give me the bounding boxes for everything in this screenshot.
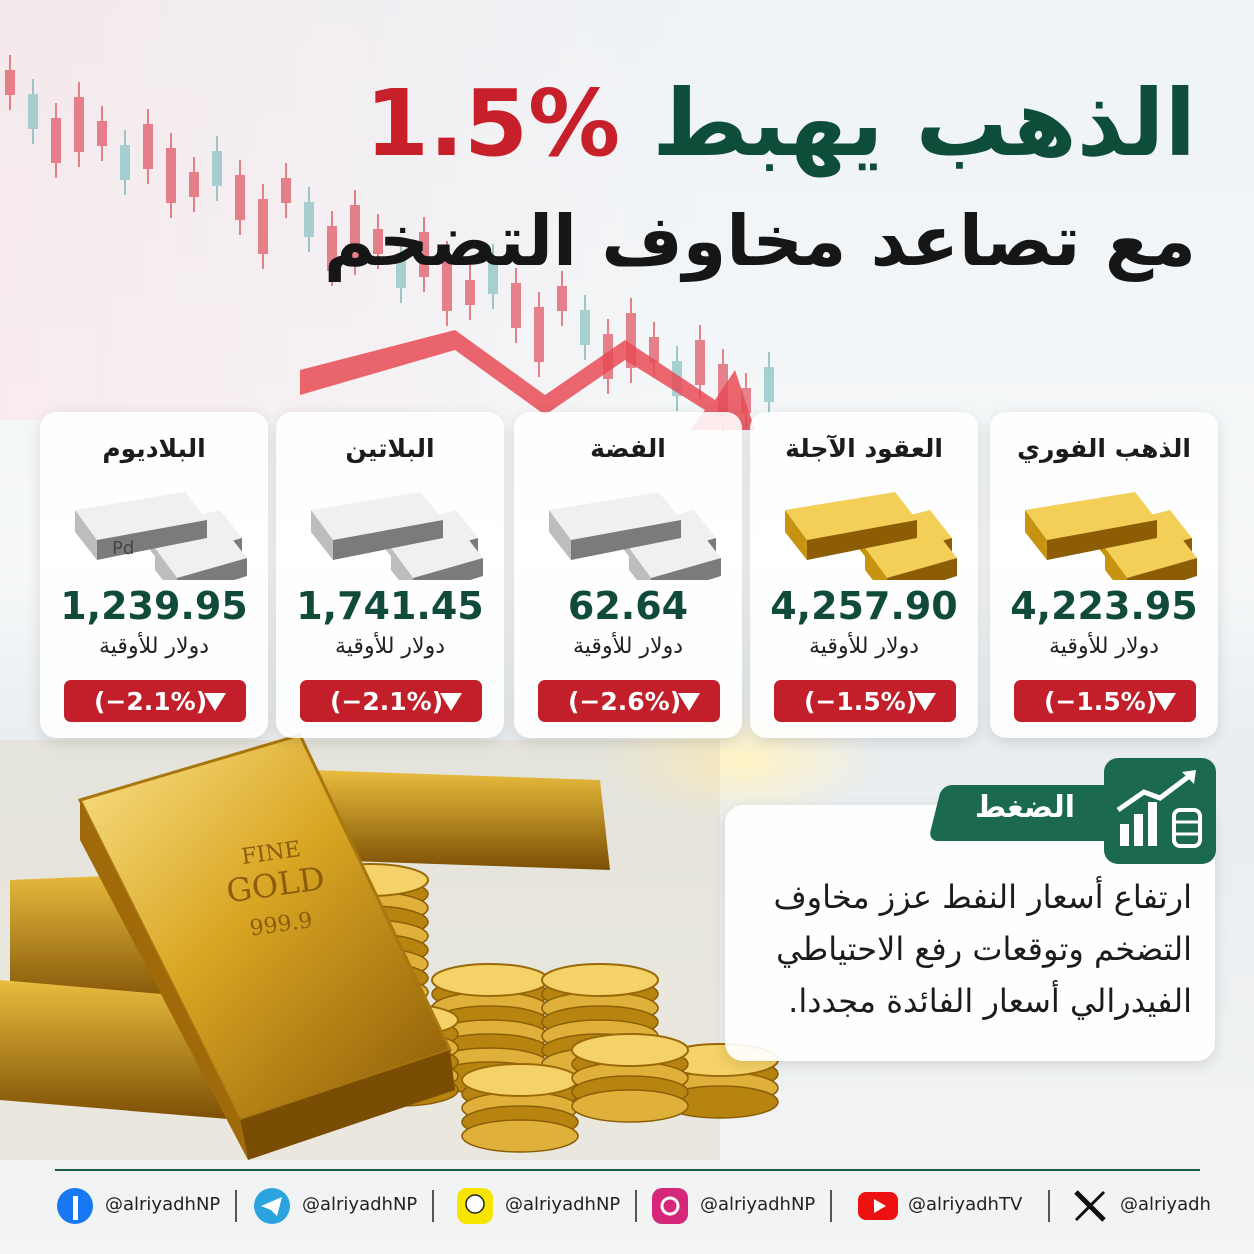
social-icon bbox=[457, 1188, 493, 1224]
unit: دولار للأوقية bbox=[335, 634, 445, 659]
down-arrow bbox=[678, 693, 700, 711]
price-card: البلاديوم Pd 1,239.95 دولار للأوقية (−2.1%) bbox=[40, 412, 268, 738]
unit: دولار للأوقية bbox=[573, 634, 683, 659]
divider bbox=[830, 1190, 832, 1222]
social-handle: @alriyadhNP bbox=[105, 1194, 221, 1215]
metal-bars bbox=[785, 492, 957, 580]
social-icon bbox=[254, 1188, 290, 1224]
price: 1,239.95 bbox=[60, 584, 248, 628]
price-card: البلاتين 1,741.45 دولار للأوقية (−2.1%) bbox=[276, 412, 504, 738]
headline: الذهب يهبط 1.5% bbox=[365, 70, 1196, 180]
card-title: البلاديوم bbox=[102, 434, 206, 463]
metal-bars bbox=[549, 492, 721, 580]
pressure-line: ارتفاع أسعار النفط عزز مخاوف bbox=[773, 878, 1192, 916]
change-value: (−1.5%) bbox=[804, 687, 918, 716]
headline-figure: 1.5% bbox=[365, 70, 621, 177]
divider bbox=[235, 1190, 237, 1222]
unit: دولار للأوقية bbox=[99, 634, 209, 659]
social-handle: @alriyadhNP bbox=[505, 1194, 621, 1215]
down-arrow bbox=[1154, 693, 1176, 711]
divider bbox=[1048, 1190, 1050, 1222]
headline-text: الذهب يهبط bbox=[652, 70, 1196, 177]
down-arrow bbox=[204, 693, 226, 711]
down-arrow bbox=[440, 693, 462, 711]
price: 4,223.95 bbox=[1010, 584, 1198, 628]
social-item: @alriyadhTV bbox=[858, 1186, 1050, 1226]
metal-bars: Pd bbox=[75, 492, 247, 580]
price: 4,257.90 bbox=[770, 584, 958, 628]
social-item: @alriyadhNP bbox=[55, 1186, 237, 1226]
pressure-line: التضخم وتوقعات رفع الاحتياطي bbox=[776, 930, 1192, 968]
card-title: العقود الآجلة bbox=[785, 434, 943, 463]
divider bbox=[432, 1190, 434, 1222]
change-badge: (−2.1%) bbox=[64, 680, 246, 722]
change-badge: (−1.5%) bbox=[1014, 680, 1196, 722]
change-badge: (−2.1%) bbox=[300, 680, 482, 722]
change-value: (−2.1%) bbox=[94, 687, 208, 716]
bar-label: Pd bbox=[112, 538, 134, 559]
card-title: الذهب الفوري bbox=[1017, 434, 1191, 463]
price: 1,741.45 bbox=[296, 584, 484, 628]
social-item: @alriyadhNP bbox=[252, 1186, 434, 1226]
price: 62.64 bbox=[567, 584, 689, 628]
unit: دولار للأوقية bbox=[1049, 634, 1159, 659]
price-card: العقود الآجلة 4,257.90 دولار للأوقية (−1.5%… bbox=[750, 412, 978, 738]
change-value: (−2.1%) bbox=[330, 687, 444, 716]
social-item: @alriyadhNP bbox=[455, 1186, 637, 1226]
metal-bars bbox=[1025, 492, 1197, 580]
change-value: (−1.5%) bbox=[1044, 687, 1158, 716]
social-handle: @alriyadhNP bbox=[302, 1194, 418, 1215]
metal-bars bbox=[311, 492, 483, 580]
social-handle: @alriyadh bbox=[1120, 1194, 1211, 1215]
change-badge: (−1.5%) bbox=[774, 680, 956, 722]
pressure-label: الضغط bbox=[974, 790, 1076, 825]
subtitle: مع تصاعد مخاوف التضخم bbox=[323, 200, 1196, 282]
social-icon bbox=[57, 1188, 93, 1224]
social-icon bbox=[858, 1192, 898, 1220]
change-badge: (−2.6%) bbox=[538, 680, 720, 722]
social-icon bbox=[652, 1188, 688, 1224]
social-handle: @alriyadhNP bbox=[700, 1194, 816, 1215]
social-handle: @alriyadhTV bbox=[908, 1194, 1023, 1215]
change-value: (−2.6%) bbox=[568, 687, 682, 716]
price-card: الذهب الفوري 4,223.95 دولار للأوقية (−1.5%) bbox=[990, 412, 1218, 738]
divider bbox=[635, 1190, 637, 1222]
down-arrow bbox=[914, 693, 936, 711]
social-icon bbox=[1074, 1190, 1106, 1222]
unit: دولار للأوقية bbox=[809, 634, 919, 659]
card-title: البلاتين bbox=[345, 434, 435, 463]
social-item: @alriyadh bbox=[1070, 1186, 1250, 1226]
card-title: الفضة bbox=[590, 434, 666, 463]
social-item: @alriyadhNP bbox=[650, 1186, 832, 1226]
pressure-line: الفيدرالي أسعار الفائدة مجددا. bbox=[788, 982, 1192, 1020]
price-card: الفضة 62.64 دولار للأوقية (−2.6%) bbox=[514, 412, 742, 738]
pressure-icon bbox=[1104, 758, 1216, 864]
